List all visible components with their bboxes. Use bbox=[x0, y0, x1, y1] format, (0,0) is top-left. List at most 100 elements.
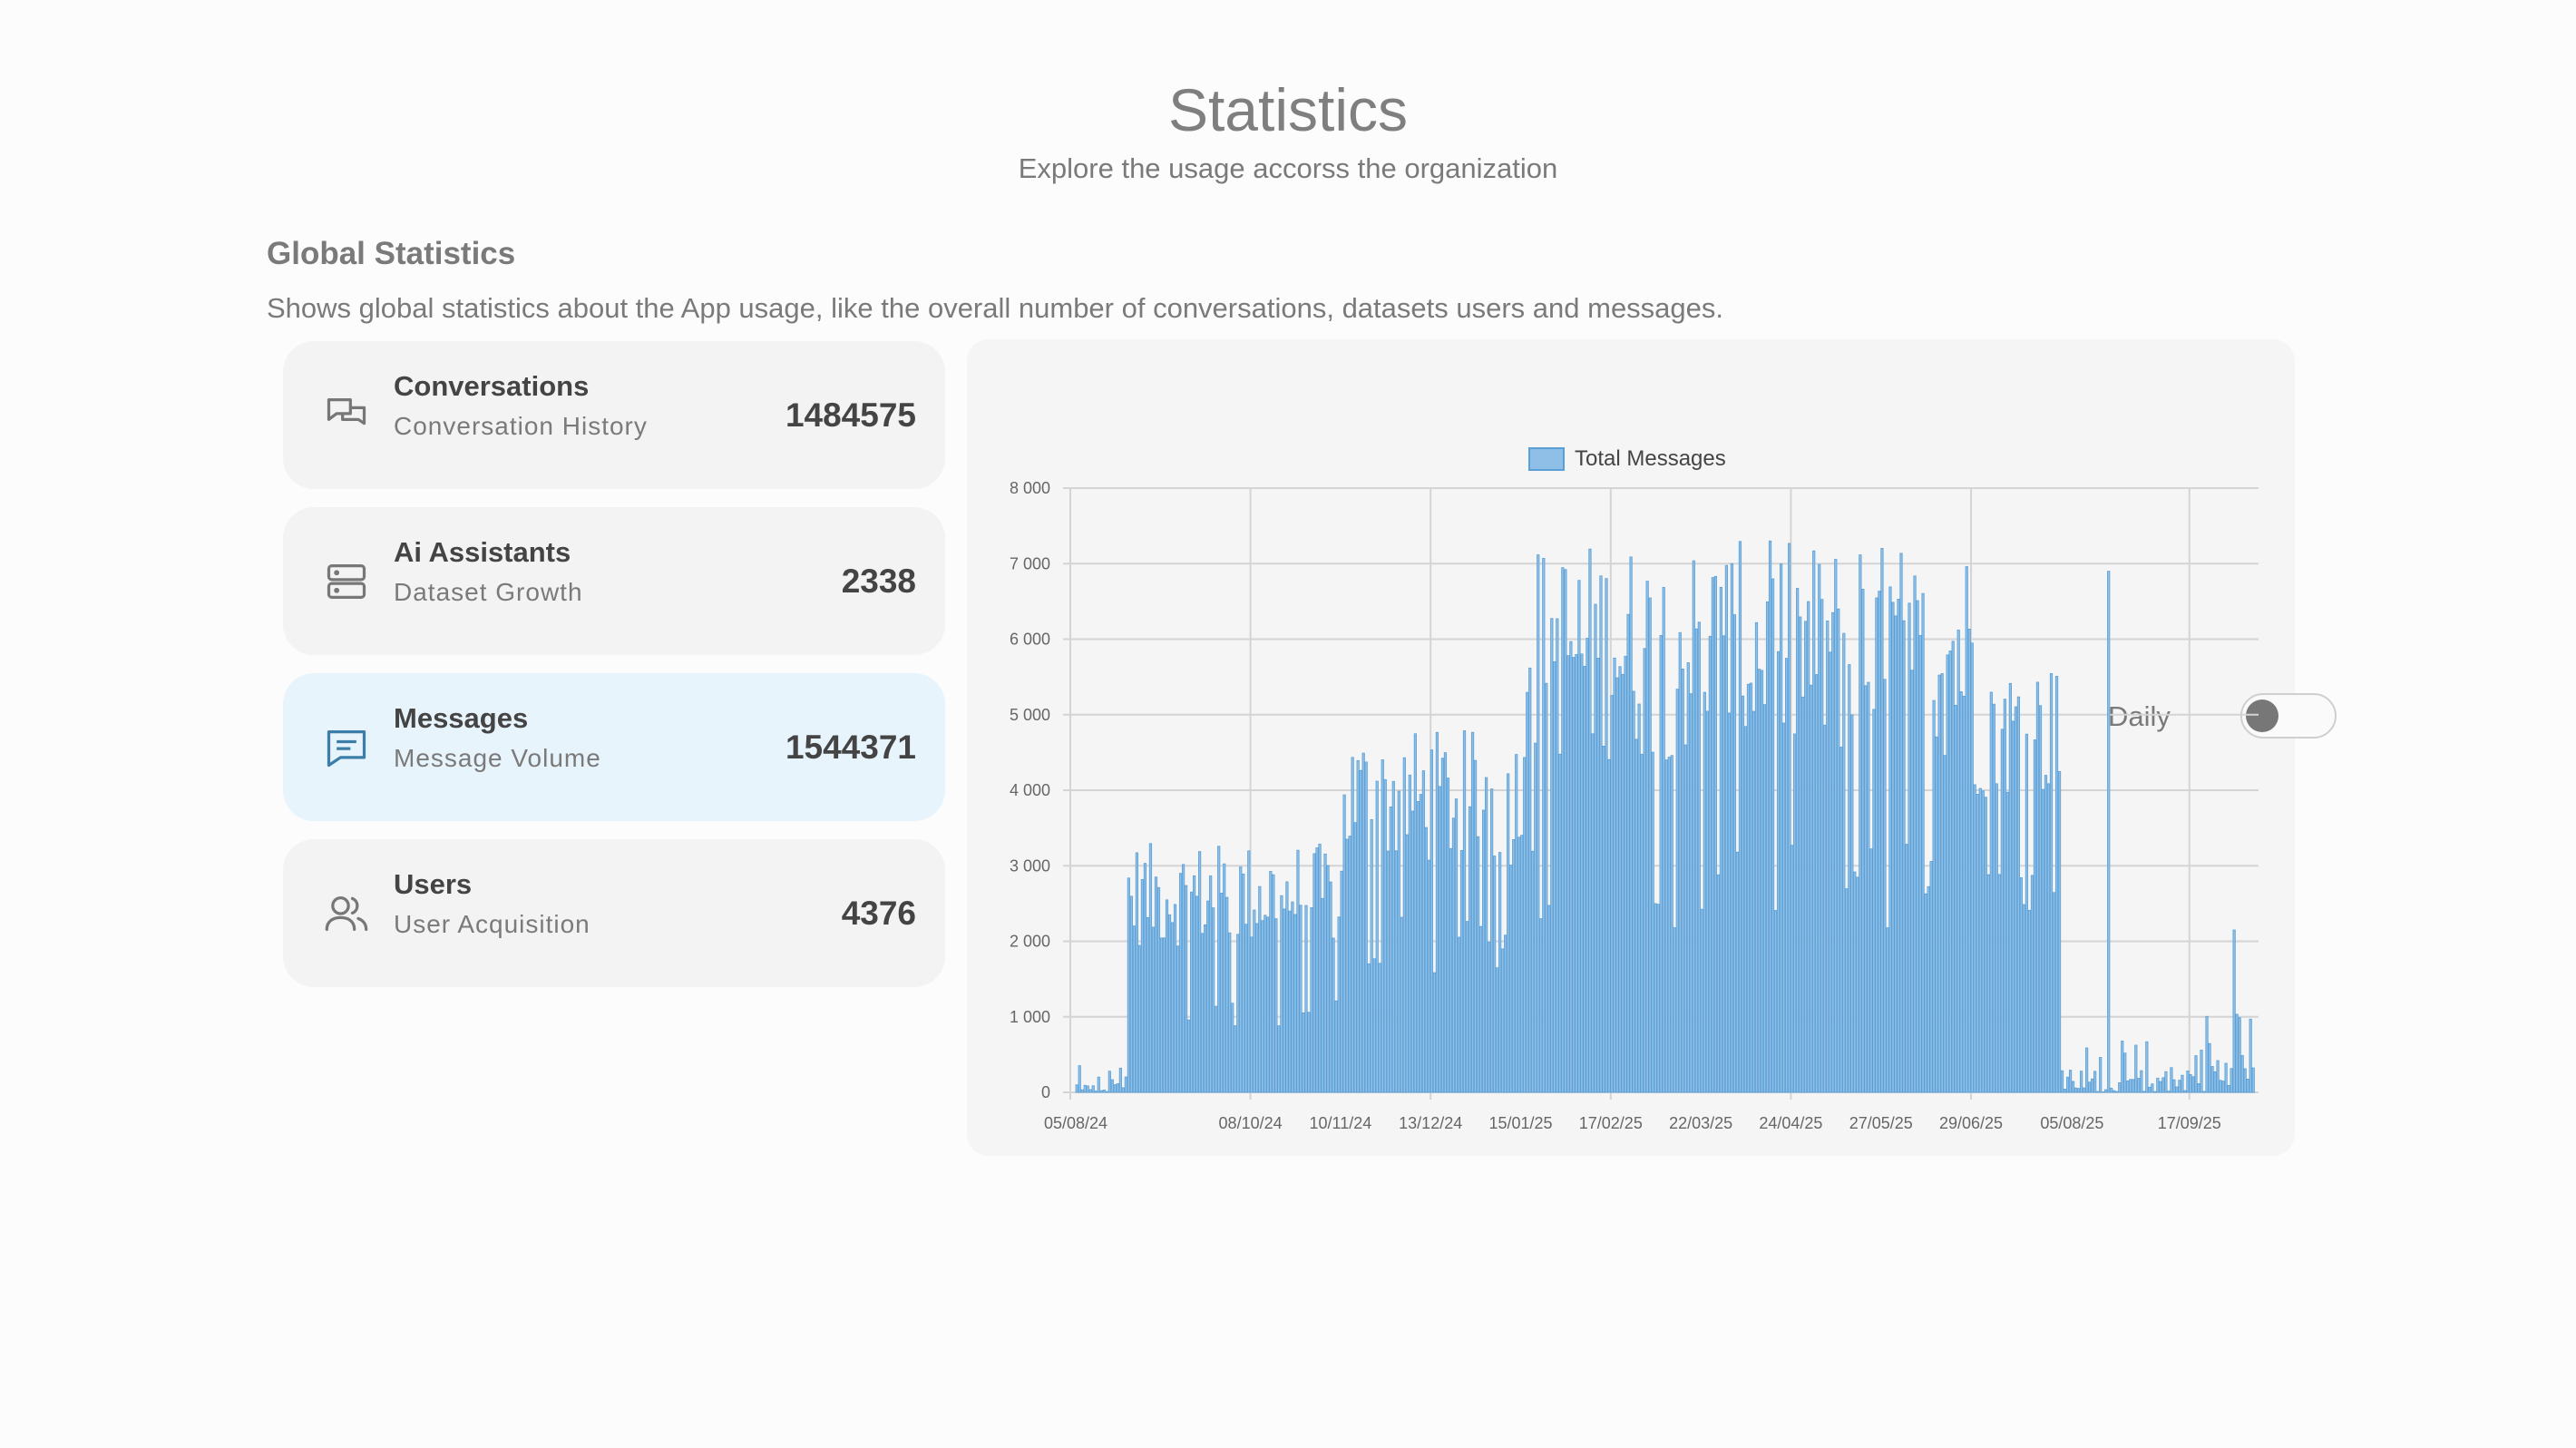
toggle-knob[interactable] bbox=[2246, 700, 2278, 732]
bar bbox=[1697, 621, 1701, 1093]
bar bbox=[1121, 1087, 1125, 1093]
bar bbox=[1517, 837, 1521, 1093]
bar bbox=[1370, 818, 1373, 1093]
bar bbox=[1146, 916, 1150, 1093]
bar bbox=[1648, 597, 1652, 1093]
bar bbox=[1356, 759, 1360, 1093]
bar bbox=[1711, 577, 1714, 1093]
y-tick-label: 8 000 bbox=[1010, 479, 1050, 497]
bar bbox=[1848, 664, 1851, 1093]
bar bbox=[1793, 733, 1797, 1093]
bar bbox=[1749, 682, 1753, 1093]
bar bbox=[1078, 1065, 1081, 1093]
bar bbox=[2132, 1079, 2135, 1093]
bar bbox=[2113, 1090, 2116, 1093]
bar bbox=[1299, 905, 1303, 1093]
bar bbox=[1956, 630, 1960, 1093]
bar bbox=[1768, 540, 1772, 1093]
bar bbox=[1523, 757, 1527, 1093]
bar bbox=[1932, 700, 1936, 1093]
messages-chart: 8 000 7 000 6 000 5 000 4 000 3 000 2 000 1 000… bbox=[1010, 446, 2259, 1132]
bar bbox=[1670, 755, 1673, 1093]
bar bbox=[1689, 693, 1693, 1093]
bar bbox=[1156, 886, 1161, 1093]
bar bbox=[2151, 1083, 2154, 1093]
bar bbox=[2235, 1013, 2239, 1093]
bar bbox=[2104, 1089, 2108, 1093]
bar bbox=[1913, 575, 1917, 1093]
bar bbox=[2065, 1076, 2070, 1093]
bar bbox=[1730, 563, 1734, 1093]
chat-bubbles-icon bbox=[323, 392, 370, 439]
messages-card[interactable]: Messages Message Volume 1544371 bbox=[283, 673, 945, 821]
bar bbox=[1842, 632, 1846, 1093]
bar bbox=[1465, 921, 1469, 1093]
bar bbox=[1231, 1003, 1234, 1093]
bar bbox=[1291, 901, 1294, 1093]
daily-toggle[interactable] bbox=[2240, 693, 2337, 739]
bar bbox=[1799, 616, 1802, 1093]
card-title: Users bbox=[394, 868, 473, 900]
bar bbox=[1127, 877, 1130, 1093]
bar bbox=[1405, 834, 1409, 1093]
bar bbox=[1459, 850, 1464, 1093]
bar bbox=[1989, 691, 1993, 1093]
bar bbox=[1280, 895, 1283, 1093]
bar bbox=[1629, 556, 1633, 1093]
bar bbox=[1310, 907, 1313, 1093]
bar bbox=[1760, 670, 1764, 1093]
bar bbox=[1583, 666, 1586, 1093]
bar bbox=[1148, 843, 1153, 1093]
bar bbox=[2246, 1079, 2249, 1093]
bar bbox=[1605, 578, 1608, 1093]
x-tick-label: 10/11/24 bbox=[1310, 1114, 1372, 1132]
bar bbox=[1837, 608, 1840, 1093]
conversations-card[interactable]: Conversations Conversation History 14845… bbox=[283, 341, 945, 489]
bar bbox=[1342, 794, 1346, 1093]
bar bbox=[2232, 929, 2236, 1093]
bar bbox=[1397, 790, 1400, 1093]
x-tick-label: 29/06/25 bbox=[1939, 1114, 2003, 1132]
bar bbox=[1189, 891, 1194, 1093]
bar bbox=[1372, 958, 1376, 1093]
bar bbox=[2170, 1067, 2173, 1093]
bar bbox=[1591, 733, 1595, 1093]
bar bbox=[1558, 753, 1562, 1093]
bar bbox=[1075, 1084, 1078, 1093]
bar bbox=[1080, 1089, 1084, 1093]
bar bbox=[1986, 874, 1990, 1093]
users-card[interactable]: Users User Acquisition 4376 bbox=[283, 839, 945, 987]
bar bbox=[1446, 778, 1450, 1093]
bar bbox=[1951, 641, 1955, 1093]
bar bbox=[1765, 602, 1770, 1093]
bar bbox=[1272, 874, 1275, 1093]
bar bbox=[1829, 651, 1832, 1093]
bar bbox=[1735, 851, 1740, 1093]
bar bbox=[2115, 1091, 2119, 1093]
bar bbox=[2219, 1080, 2222, 1093]
bar bbox=[1307, 1012, 1311, 1093]
bar bbox=[1810, 684, 1813, 1093]
bar bbox=[1274, 918, 1278, 1093]
bar bbox=[2096, 1091, 2100, 1093]
bar bbox=[1785, 658, 1789, 1093]
bar bbox=[1561, 567, 1565, 1093]
bar bbox=[2068, 1070, 2073, 1093]
card-subtitle: Message Volume bbox=[394, 744, 601, 772]
bar bbox=[1451, 817, 1456, 1093]
bar bbox=[1929, 861, 1933, 1093]
bar bbox=[1526, 691, 1529, 1093]
bar bbox=[1940, 673, 1944, 1093]
bar bbox=[1673, 927, 1676, 1093]
ai-assistants-card[interactable]: Ai Assistants Dataset Growth 2338 bbox=[283, 507, 945, 655]
bar bbox=[1537, 554, 1540, 1093]
bar bbox=[2189, 1073, 2192, 1093]
bar bbox=[1664, 759, 1668, 1093]
card-title: Conversations bbox=[394, 370, 590, 402]
bar bbox=[1566, 655, 1570, 1093]
bar bbox=[1812, 550, 1816, 1093]
bar bbox=[2224, 1062, 2228, 1093]
bar bbox=[2005, 791, 2009, 1093]
bar bbox=[1762, 704, 1767, 1093]
bar bbox=[1746, 683, 1751, 1093]
